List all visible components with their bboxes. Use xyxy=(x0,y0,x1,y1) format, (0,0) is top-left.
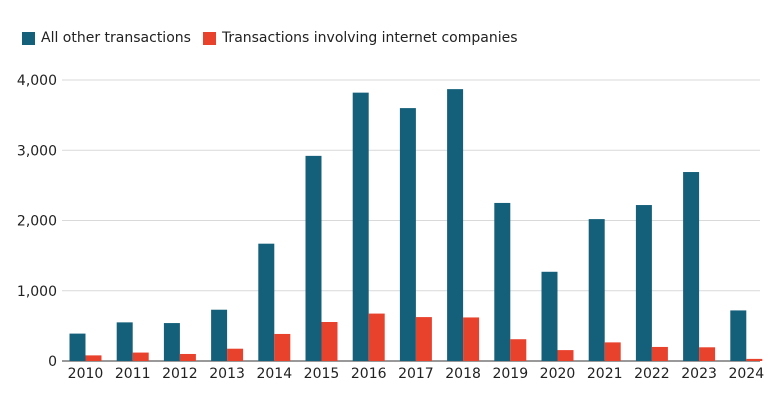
bar-all-other-2021 xyxy=(588,219,605,361)
bar-all-other-2018 xyxy=(447,89,464,361)
bar-internet-2020 xyxy=(557,350,574,361)
y-tick-label: 1,000 xyxy=(17,284,57,300)
bar-internet-2018 xyxy=(463,317,480,361)
y-axis-ticks: 0 1,000 2,000 3,000 4,000 xyxy=(17,73,57,370)
legend-item-all-other: All other transactions xyxy=(22,30,191,46)
bar-all-other-2019 xyxy=(494,202,511,361)
bar-all-other-2022 xyxy=(635,205,652,361)
x-tick-label: 2022 xyxy=(634,366,670,382)
bar-internet-2015 xyxy=(321,322,338,361)
legend-swatch-all-other xyxy=(22,31,35,45)
bar-all-other-2010 xyxy=(69,333,86,361)
x-tick-label: 2018 xyxy=(445,366,481,382)
y-tick-label: 3,000 xyxy=(17,143,57,159)
bar-internet-2022 xyxy=(651,346,668,361)
x-tick-label: 2014 xyxy=(256,366,292,382)
x-tick-label: 2010 xyxy=(68,366,104,382)
legend-label-all-other: All other transactions xyxy=(41,30,191,46)
bar-internet-2013 xyxy=(227,348,244,361)
chart-legend: All other transactions Transactions invo… xyxy=(22,30,530,46)
bar-internet-2012 xyxy=(179,353,196,361)
legend-label-internet: Transactions involving internet companie… xyxy=(221,30,518,46)
bar-all-other-2017 xyxy=(399,108,416,361)
x-tick-label: 2016 xyxy=(351,366,387,382)
bar-internet-2019 xyxy=(510,339,527,361)
x-tick-label: 2013 xyxy=(209,366,245,382)
x-tick-label: 2011 xyxy=(115,366,151,382)
y-tick-label: 0 xyxy=(48,354,57,370)
x-tick-label: 2020 xyxy=(540,366,576,382)
x-tick-label: 2019 xyxy=(492,366,528,382)
legend-swatch-internet xyxy=(202,31,216,45)
bar-internet-2021 xyxy=(604,342,621,361)
bar-internet-2014 xyxy=(274,333,291,361)
legend-item-internet: Transactions involving internet companie… xyxy=(202,30,518,46)
bar-all-other-2024 xyxy=(730,310,747,361)
bars xyxy=(69,89,763,362)
x-tick-label: 2015 xyxy=(304,366,340,382)
bar-all-other-2023 xyxy=(683,172,700,361)
bar-internet-2024 xyxy=(746,358,763,361)
x-tick-label: 2017 xyxy=(398,366,434,382)
y-tick-label: 4,000 xyxy=(17,73,57,89)
bar-all-other-2015 xyxy=(305,155,322,361)
bar-internet-2017 xyxy=(415,317,432,361)
x-axis-ticks: 2010 2011 2012 2013 2014 2015 2016 2017 2018 2019… xyxy=(68,366,765,382)
x-tick-label: 2021 xyxy=(587,366,623,382)
x-tick-label: 2024 xyxy=(728,366,764,382)
bar-internet-2023 xyxy=(699,347,716,361)
bar-all-other-2013 xyxy=(211,309,228,361)
y-tick-label: 2,000 xyxy=(17,214,57,230)
bar-all-other-2014 xyxy=(258,243,275,361)
bar-internet-2010 xyxy=(85,355,102,361)
x-tick-label: 2012 xyxy=(162,366,198,382)
bar-all-other-2016 xyxy=(352,92,369,362)
x-tick-label: 2023 xyxy=(681,366,717,382)
bar-all-other-2012 xyxy=(163,323,180,361)
bar-all-other-2020 xyxy=(541,271,558,361)
bar-internet-2011 xyxy=(132,352,149,361)
bar-all-other-2011 xyxy=(116,322,133,361)
bar-internet-2016 xyxy=(368,313,385,361)
